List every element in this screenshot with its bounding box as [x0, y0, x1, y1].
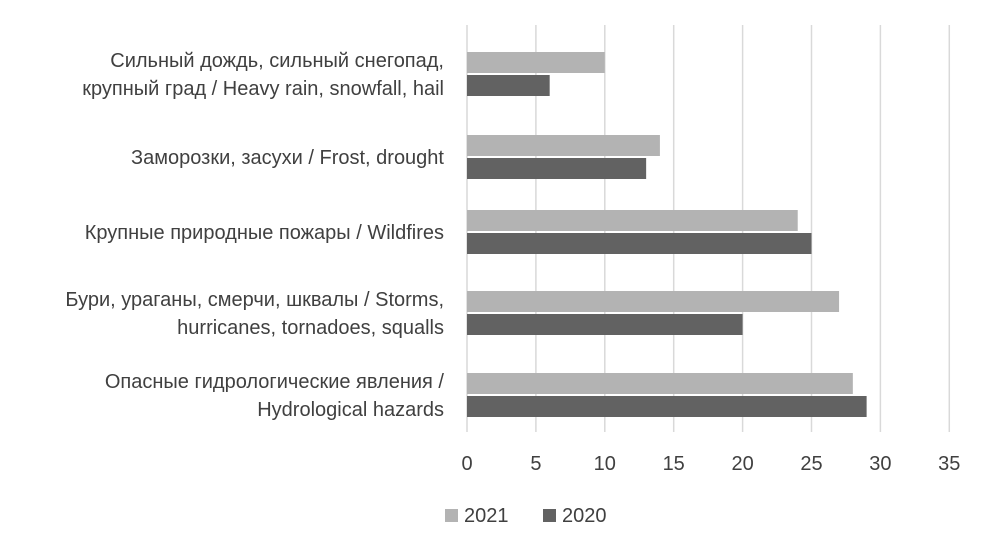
bar-2021-0: [467, 52, 605, 73]
bar-2020-2: [467, 233, 812, 254]
bar-2020-4: [467, 396, 867, 417]
bar-2021-1: [467, 135, 660, 156]
category-label: Заморозки, засухи / Frost, drought: [131, 147, 444, 169]
bar-2020-1: [467, 158, 647, 179]
legend-swatch-2021: [445, 509, 458, 522]
x-tick-label: 35: [938, 453, 960, 475]
bar-2021-3: [467, 291, 840, 312]
x-tick-label: 15: [663, 453, 685, 475]
legend-swatch-2020: [543, 509, 556, 522]
legend-label-2021: 2021: [464, 505, 509, 527]
category-labels: Сильный дождь, сильный снегопад, крупный …: [65, 50, 444, 421]
x-tick-label: 20: [731, 453, 753, 475]
x-tick-label: 30: [869, 453, 891, 475]
x-tick-label: 0: [461, 453, 472, 475]
legend: 2021 2020: [445, 505, 607, 527]
bar-2020-0: [467, 75, 550, 96]
x-tick-label: 5: [530, 453, 541, 475]
category-label: Опасные гидрологические явления / Hydrolo…: [105, 371, 445, 421]
bar-2021-4: [467, 373, 853, 394]
bar-2020-3: [467, 314, 743, 335]
category-label: Крупные природные пожары / Wildfires: [85, 222, 444, 244]
bars: [467, 52, 867, 417]
x-tick-label: 25: [800, 453, 822, 475]
category-label: Бури, ураганы, смерчи, шквалы / Storms, h…: [65, 289, 444, 339]
bar-2021-2: [467, 210, 798, 231]
x-tick-labels: 0 5 10 15 20 25 30 35: [461, 453, 960, 475]
legend-label-2020: 2020: [562, 505, 607, 527]
category-label: Сильный дождь, сильный снегопад, крупный …: [82, 50, 444, 100]
x-tick-label: 10: [594, 453, 616, 475]
